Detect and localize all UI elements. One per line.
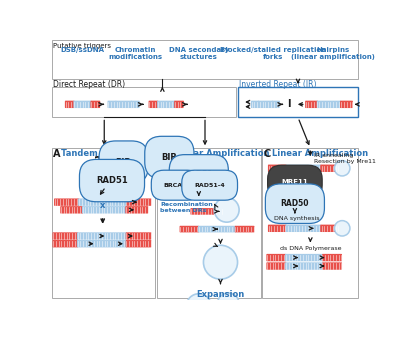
Circle shape (242, 302, 261, 321)
Text: RAD51-4: RAD51-4 (194, 183, 225, 188)
Text: Expansion: Expansion (196, 290, 245, 299)
Text: Chromatin
modifications: Chromatin modifications (108, 47, 162, 60)
Text: DNA secondary
stuctures: DNA secondary stuctures (169, 47, 229, 60)
FancyBboxPatch shape (78, 198, 127, 206)
Text: Hairpins
(linear amplification): Hairpins (linear amplification) (291, 47, 375, 60)
FancyBboxPatch shape (108, 101, 116, 108)
FancyBboxPatch shape (74, 101, 92, 108)
FancyBboxPatch shape (322, 262, 342, 270)
FancyBboxPatch shape (214, 208, 223, 215)
FancyBboxPatch shape (268, 164, 287, 172)
FancyBboxPatch shape (60, 206, 83, 214)
Text: ?: ? (158, 179, 164, 189)
FancyBboxPatch shape (52, 240, 78, 247)
Circle shape (218, 293, 239, 314)
FancyBboxPatch shape (251, 101, 259, 108)
FancyBboxPatch shape (317, 101, 341, 108)
Text: ?: ? (307, 185, 314, 198)
Text: RAD50: RAD50 (281, 199, 309, 208)
FancyBboxPatch shape (131, 101, 140, 108)
Text: RAD51: RAD51 (184, 170, 213, 179)
FancyBboxPatch shape (82, 206, 126, 214)
Text: A: A (53, 149, 61, 159)
FancyBboxPatch shape (266, 262, 286, 270)
FancyBboxPatch shape (77, 232, 127, 240)
Text: ds DNA Polymerase: ds DNA Polymerase (280, 246, 341, 251)
Text: DNA synthesis: DNA synthesis (274, 216, 319, 221)
FancyBboxPatch shape (52, 148, 155, 298)
FancyBboxPatch shape (157, 148, 261, 298)
FancyBboxPatch shape (126, 198, 151, 206)
Text: Blocked/stalled replication
forks: Blocked/stalled replication forks (220, 47, 326, 60)
Text: IR annealing
Resection by Mre11: IR annealing Resection by Mre11 (314, 153, 375, 164)
FancyBboxPatch shape (285, 254, 324, 261)
FancyBboxPatch shape (268, 225, 287, 232)
FancyBboxPatch shape (305, 101, 318, 108)
Circle shape (186, 294, 211, 318)
FancyBboxPatch shape (126, 232, 151, 240)
Text: ?: ? (94, 155, 102, 169)
FancyBboxPatch shape (174, 101, 184, 108)
Text: RAD51: RAD51 (96, 176, 128, 185)
Text: BIR: BIR (162, 153, 177, 162)
FancyBboxPatch shape (126, 240, 151, 247)
Text: Tandem Duplications: Tandem Duplications (61, 149, 160, 158)
Text: I: I (287, 99, 290, 109)
Circle shape (214, 197, 239, 222)
FancyBboxPatch shape (52, 40, 358, 79)
FancyBboxPatch shape (266, 254, 286, 261)
Circle shape (204, 245, 238, 279)
FancyBboxPatch shape (52, 232, 78, 240)
FancyBboxPatch shape (258, 101, 273, 108)
FancyBboxPatch shape (198, 208, 215, 215)
FancyBboxPatch shape (320, 225, 339, 232)
Text: Inverted Repeat (IR): Inverted Repeat (IR) (239, 81, 317, 90)
Text: BRCA2: BRCA2 (164, 183, 187, 188)
Text: B: B (158, 149, 166, 159)
FancyBboxPatch shape (65, 101, 75, 108)
FancyBboxPatch shape (285, 164, 322, 172)
Text: C: C (264, 149, 271, 159)
FancyBboxPatch shape (322, 254, 342, 261)
FancyBboxPatch shape (90, 101, 100, 108)
Circle shape (334, 160, 350, 176)
FancyBboxPatch shape (54, 198, 79, 206)
FancyBboxPatch shape (285, 262, 324, 270)
FancyBboxPatch shape (190, 208, 200, 215)
Text: Linear Amplification: Linear Amplification (272, 149, 368, 158)
Circle shape (334, 221, 350, 236)
FancyBboxPatch shape (262, 148, 358, 298)
FancyBboxPatch shape (198, 226, 236, 233)
Text: Direct Repeat (DR): Direct Repeat (DR) (53, 81, 125, 90)
FancyBboxPatch shape (77, 240, 127, 247)
Text: x: x (100, 202, 105, 211)
Text: Recombination
between DRs: Recombination between DRs (160, 202, 213, 213)
FancyBboxPatch shape (148, 101, 158, 108)
FancyBboxPatch shape (285, 225, 322, 232)
FancyBboxPatch shape (340, 101, 353, 108)
Text: Putative triggers: Putative triggers (53, 43, 111, 49)
FancyBboxPatch shape (157, 101, 175, 108)
FancyBboxPatch shape (235, 226, 254, 233)
FancyBboxPatch shape (125, 206, 148, 214)
FancyBboxPatch shape (320, 164, 339, 172)
FancyBboxPatch shape (52, 87, 236, 117)
Text: MRE11: MRE11 (282, 179, 308, 185)
Text: DSB/ssDNA: DSB/ssDNA (60, 47, 104, 53)
Text: BIR: BIR (116, 158, 132, 166)
FancyBboxPatch shape (238, 87, 358, 117)
FancyBboxPatch shape (180, 226, 199, 233)
Text: Circular Amplification: Circular Amplification (166, 149, 270, 158)
Text: ?: ? (175, 157, 182, 167)
FancyBboxPatch shape (115, 101, 132, 108)
FancyBboxPatch shape (272, 101, 280, 108)
